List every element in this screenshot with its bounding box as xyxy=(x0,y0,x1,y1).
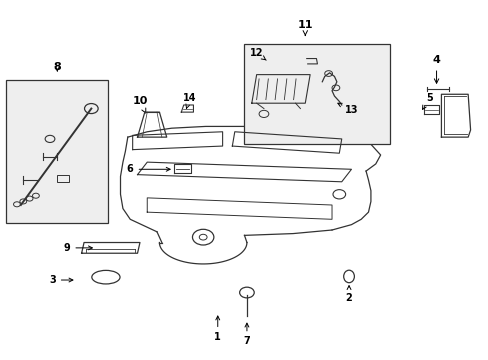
Text: 9: 9 xyxy=(63,243,92,253)
Bar xyxy=(57,175,69,182)
Text: 2: 2 xyxy=(345,286,352,303)
Text: 6: 6 xyxy=(126,164,170,174)
Bar xyxy=(244,44,389,144)
Text: 13: 13 xyxy=(337,103,358,115)
Bar xyxy=(6,80,108,223)
Text: 1: 1 xyxy=(214,316,221,342)
Text: 14: 14 xyxy=(183,93,196,108)
Text: 3: 3 xyxy=(49,275,73,285)
Text: 12: 12 xyxy=(249,48,265,60)
Text: 5: 5 xyxy=(422,93,432,109)
Text: 10: 10 xyxy=(132,96,147,113)
Text: 4: 4 xyxy=(432,55,440,83)
Text: 11: 11 xyxy=(297,19,312,35)
Text: 7: 7 xyxy=(243,323,250,346)
Text: 8: 8 xyxy=(53,63,61,72)
